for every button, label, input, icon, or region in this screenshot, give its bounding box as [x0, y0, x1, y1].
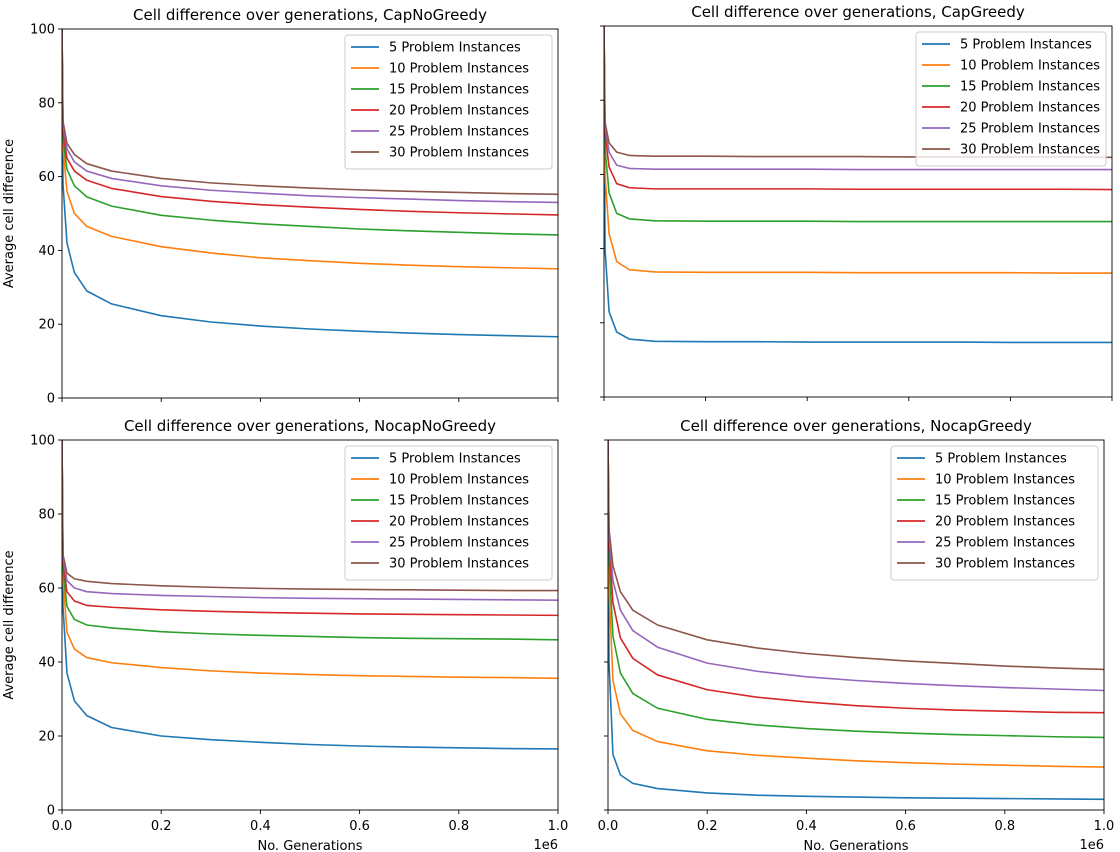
legend: 5 Problem Instances 10 Problem Instances 1…	[345, 446, 552, 580]
legend-label: 5 Problem Instances	[389, 452, 521, 467]
legend-label: 30 Problem Instances	[935, 557, 1075, 572]
y-tick-label: 0	[47, 392, 55, 407]
legend-label: 10 Problem Instances	[960, 59, 1100, 74]
legend-label: 30 Problem Instances	[389, 146, 529, 161]
x-tick-label: 0.2	[151, 819, 172, 834]
legend-label: 20 Problem Instances	[389, 515, 529, 530]
legend-label: 15 Problem Instances	[389, 83, 529, 98]
x-tick-label: 0.4	[796, 819, 817, 834]
legend-label: 15 Problem Instances	[960, 80, 1100, 95]
legend-label: 25 Problem Instances	[389, 536, 529, 551]
legend-label: 5 Problem Instances	[389, 41, 521, 56]
legend-label: 25 Problem Instances	[389, 125, 529, 140]
y-tick-label: 80	[38, 508, 55, 523]
legend-label: 25 Problem Instances	[960, 122, 1100, 137]
y-tick-label: 60	[38, 170, 55, 185]
y-tick-label: 100	[30, 434, 55, 449]
x-tick-label: 0.2	[697, 819, 718, 834]
subplot-2: Cell difference over generations, CapGre…	[600, 3, 1112, 401]
legend-label: 25 Problem Instances	[935, 536, 1075, 551]
x-tick-label: 0.6	[349, 819, 370, 834]
chart-title: Cell difference over generations, CapGre…	[691, 3, 1025, 21]
y-axis-label: Average cell difference	[2, 139, 17, 288]
y-tick-label: 20	[38, 730, 55, 745]
legend-label: 20 Problem Instances	[960, 101, 1100, 116]
x-tick-label: 1.0	[548, 819, 569, 834]
legend-label: 30 Problem Instances	[389, 557, 529, 572]
x-tick-label: 0.8	[448, 819, 469, 834]
legend-label: 30 Problem Instances	[960, 143, 1100, 158]
x-tick-label: 0.4	[250, 819, 271, 834]
y-tick-label: 100	[30, 23, 55, 38]
subplot-1: 0 20 40 60 80 100 Cell difference over generat…	[2, 6, 558, 407]
x-tick-label: 1.0	[1094, 819, 1115, 834]
legend: 5 Problem Instances 10 Problem Instances 1…	[916, 32, 1106, 166]
y-tick-label: 80	[38, 96, 55, 111]
legend-label: 10 Problem Instances	[389, 473, 529, 488]
legend-label: 5 Problem Instances	[935, 452, 1067, 467]
y-tick-label: 40	[38, 244, 55, 259]
x-offset-label: 1e6	[533, 838, 558, 852]
x-tick-label: 0.0	[52, 819, 73, 834]
legend-label: 20 Problem Instances	[935, 515, 1075, 530]
legend-label: 15 Problem Instances	[389, 494, 529, 509]
chart-title: Cell difference over generations, CapNoG…	[133, 6, 487, 24]
x-tick-label: 0.6	[895, 819, 916, 834]
subplot-3: 0 20 40 60 80 100 0.0 0.2 0.4 0.6 0.8 1.0 Cell diffe…	[2, 417, 568, 852]
y-tick-label: 20	[38, 318, 55, 333]
chart-title: Cell difference over generations, NocapG…	[680, 417, 1032, 435]
y-tick-label: 60	[38, 582, 55, 597]
legend: 5 Problem Instances 10 Problem Instances 1…	[345, 35, 552, 169]
chart-title: Cell difference over generations, NocapN…	[124, 417, 496, 435]
x-axis-label: No. Generations	[803, 839, 908, 852]
x-axis-label: No. Generations	[257, 839, 362, 852]
legend-label: 10 Problem Instances	[389, 62, 529, 77]
x-tick-label: 0.0	[598, 819, 619, 834]
y-tick-label: 0	[47, 804, 55, 819]
y-axis-label: Average cell difference	[2, 550, 17, 699]
legend: 5 Problem Instances 10 Problem Instances 1…	[891, 446, 1098, 580]
legend-label: 20 Problem Instances	[389, 104, 529, 119]
legend-label: 5 Problem Instances	[960, 38, 1092, 53]
legend-label: 15 Problem Instances	[935, 494, 1075, 509]
x-tick-label: 0.8	[994, 819, 1015, 834]
subplot-4: 0.0 0.2 0.4 0.6 0.8 1.0 Cell difference over g…	[598, 417, 1115, 852]
y-tick-label: 40	[38, 656, 55, 671]
x-offset-label: 1e6	[1079, 838, 1104, 852]
legend-label: 10 Problem Instances	[935, 473, 1075, 488]
